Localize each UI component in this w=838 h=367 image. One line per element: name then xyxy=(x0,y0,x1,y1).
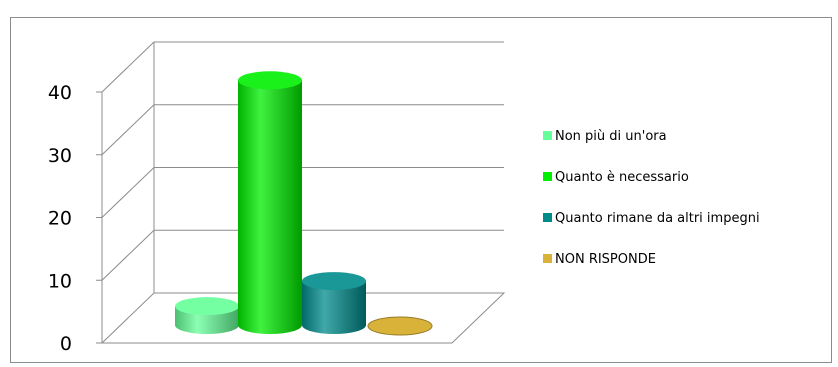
chart-floor xyxy=(100,292,506,344)
legend-label: NON RISPONDE xyxy=(555,252,656,267)
gridline-side xyxy=(101,41,155,93)
bar-top xyxy=(302,272,366,291)
gridline-side xyxy=(101,167,155,218)
bar-top xyxy=(238,71,302,90)
legend-swatch xyxy=(543,172,552,181)
y-tick-label: 30 xyxy=(48,145,72,167)
chart-frame xyxy=(10,17,832,363)
legend-label: Non più di un'ora xyxy=(555,129,667,144)
y-tick-label: 10 xyxy=(48,270,72,292)
legend-swatch xyxy=(543,213,552,222)
gridline-side xyxy=(101,104,155,156)
bar-body xyxy=(238,80,302,335)
bars xyxy=(175,71,433,336)
legend-label: Quanto rimane da altri impegni xyxy=(555,211,760,226)
y-tick-label: 20 xyxy=(48,208,72,230)
bar-top xyxy=(367,316,433,336)
y-axis: 0 10 20 30 40 xyxy=(48,82,102,355)
gridlines xyxy=(101,41,504,281)
gridline-side xyxy=(101,229,155,281)
legend-swatch xyxy=(543,254,552,263)
legend-label: Quanto è necessario xyxy=(555,170,689,185)
legend-swatch xyxy=(543,131,552,140)
bar-body xyxy=(302,281,366,334)
y-tick-label: 0 xyxy=(60,333,72,355)
legend: Non più di un'ora Quanto è necessario Quan… xyxy=(543,129,760,267)
bar-top xyxy=(175,297,239,316)
y-tick-label: 40 xyxy=(48,82,72,104)
